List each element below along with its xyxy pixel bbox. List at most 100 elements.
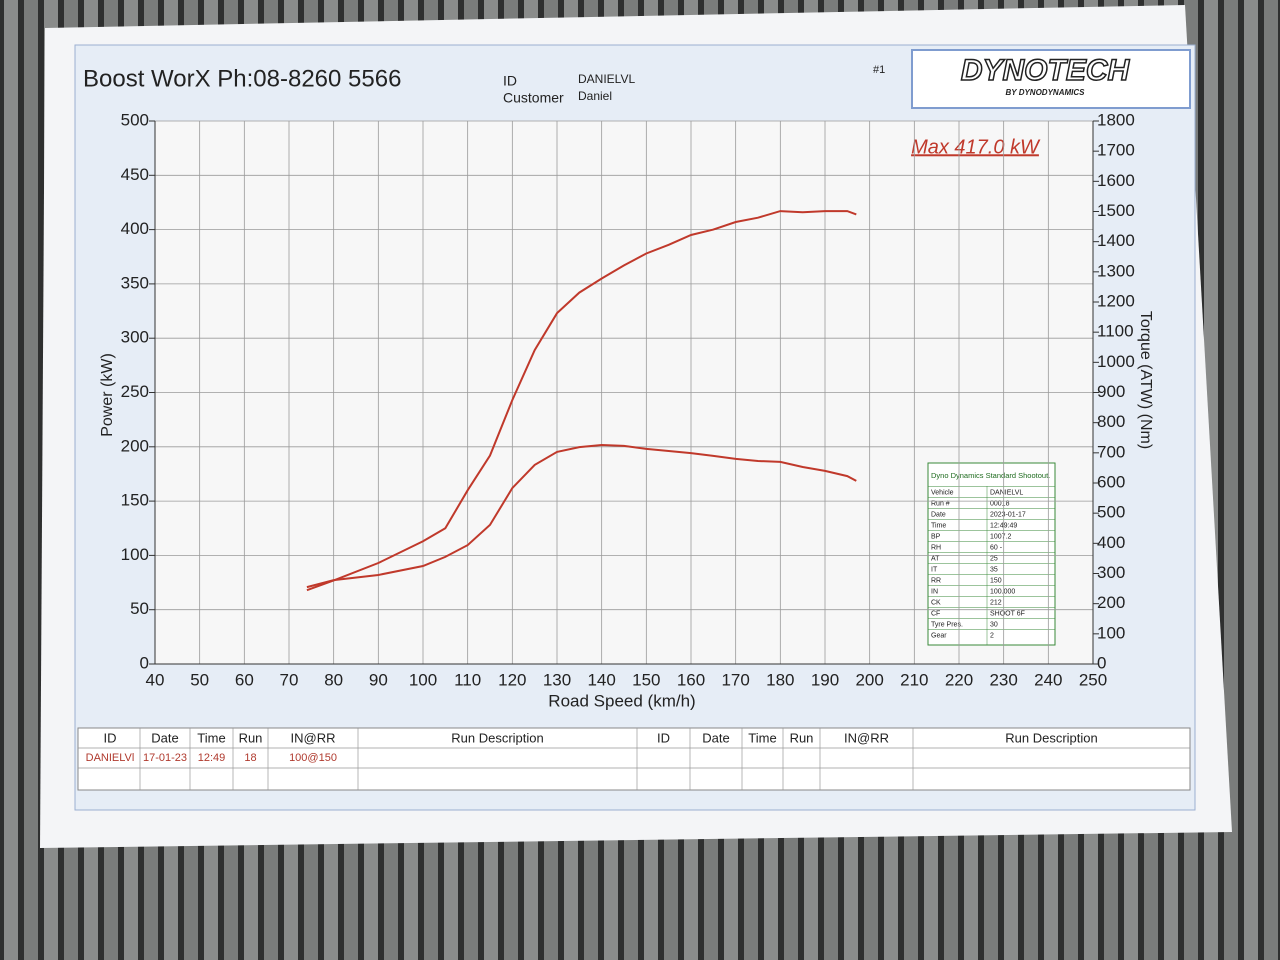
shootout-box: Dyno Dynamics Standard Shootout. Vehicle… [927,462,1056,646]
y2-tick-label: 900 [1097,382,1125,401]
shootout-value: 2023-01-17 [990,511,1026,518]
shootout-key: Gear [931,632,947,639]
y2-tick-label: 700 [1097,442,1125,461]
shootout-value: 1007.2 [990,533,1012,540]
x-tick-label: 170 [721,670,749,689]
y2-tick-label: 1700 [1097,141,1135,160]
x-tick-label: 120 [498,670,526,689]
x-tick-label: 140 [587,670,615,689]
table-cell: 100@150 [289,752,337,764]
logo: DYNOTECH [961,54,1131,87]
y-tick-label: 450 [121,165,149,184]
x-tick-label: 200 [855,670,883,689]
table-header: IN@RR [844,730,889,745]
x-tick-label: 250 [1079,670,1107,689]
customer-value: Daniel [578,89,612,103]
x-tick-label: 190 [811,670,839,689]
x-axis-title: Road Speed (km/h) [548,691,695,710]
table-frame [77,727,1191,791]
table-cell: 18 [244,752,256,764]
x-tick-label: 130 [543,670,571,689]
y2-tick-label: 800 [1097,412,1125,431]
table-header: Run [239,730,263,745]
y-tick-label: 350 [121,273,149,292]
shootout-value: 2 [990,632,994,639]
table-header: Time [748,730,776,745]
shootout-key: Time [931,522,946,529]
y2-tick-label: 0 [1097,653,1106,672]
table-header: Time [197,730,225,745]
curve [306,443,857,589]
y2-tick-label: 1800 [1097,110,1135,129]
shootout-value: 212 [990,599,1002,606]
shootout-value: SHOOT 6F [990,610,1025,617]
shootout-key: Run # [931,500,950,507]
x-tick-label: 80 [324,670,343,689]
y2-tick-label: 1400 [1097,231,1135,250]
y-tick-label: 0 [140,653,149,672]
shootout-value: DANIELVL [990,489,1023,496]
y2-tick-label: 1600 [1097,171,1135,190]
shootout-value: 00018 [990,500,1010,507]
shootout-value: 35 [990,566,998,573]
x-tick-label: 220 [945,670,973,689]
x-tick-label: 90 [369,670,388,689]
curve [306,210,857,592]
table-cell: 12:49 [198,752,226,764]
y2-tick-label: 1500 [1097,201,1135,220]
table-cell: DANIELVl [86,752,135,764]
shootout-value: 100.000 [990,588,1015,595]
table-header: Date [151,730,178,745]
table-header: Run [790,730,814,745]
table-header: Date [702,730,729,745]
logo-box [911,49,1191,109]
x-tick-label: 60 [235,670,254,689]
shootout-value: 60 - [990,544,1003,551]
shootout-title: Dyno Dynamics Standard Shootout. [931,471,1050,480]
table-header: ID [104,730,117,745]
id-label: ID [503,73,517,89]
y-tick-label: 200 [121,436,149,455]
y-tick-label: 300 [121,328,149,347]
shootout-key: CK [931,599,941,606]
y2-tick-label: 500 [1097,503,1125,522]
x-tick-label: 50 [190,670,209,689]
results-table: ID Date Time Run IN@RR Run Description ID Date T… [77,727,1191,791]
y-tick-label: 400 [121,219,149,238]
shootout-value: 30 [990,621,998,628]
y-tick-label: 250 [121,382,149,401]
shootout-frame [927,462,1056,646]
y2-tick-label: 1200 [1097,291,1135,310]
x-tick-label: 110 [454,670,481,689]
y-tick-label: 100 [121,545,149,564]
shootout-key: IT [931,566,938,573]
customer-label: Customer [503,90,564,106]
y2-axis-title: Torque (ATW) (Nm) [1137,311,1154,449]
max-annotation: Max 417.0 kW [911,136,1041,158]
x-tick-label: 70 [280,670,299,689]
id-value: DANIELVL [578,72,635,86]
shootout-value: 150 [990,577,1002,584]
x-tick-label: 180 [766,670,794,689]
y-tick-label: 50 [130,599,149,618]
y-tick-label: 500 [121,110,149,129]
x-tick-label: 40 [146,670,165,689]
header-title: Boost WorX Ph:08-8260 5566 [83,65,401,92]
y2-tick-label: 200 [1097,593,1125,612]
x-tick-label: 150 [632,670,660,689]
shootout-key: AT [931,555,940,562]
shootout-key: Tyre Pres. [931,621,963,628]
table-cell: 17-01-23 [143,752,187,764]
y-tick-label: 150 [121,491,149,510]
table-header: IN@RR [291,730,336,745]
x-tick-label: 160 [677,670,705,689]
y2-tick-label: 400 [1097,533,1125,552]
y2-tick-label: 100 [1097,623,1125,642]
shootout-key: IN [931,588,938,595]
shootout-key: RH [931,544,941,551]
shootout-key: BP [931,533,941,540]
table-header: ID [657,730,670,745]
table-header: Run Description [451,730,544,745]
y2-tick-label: 1100 [1097,322,1134,341]
